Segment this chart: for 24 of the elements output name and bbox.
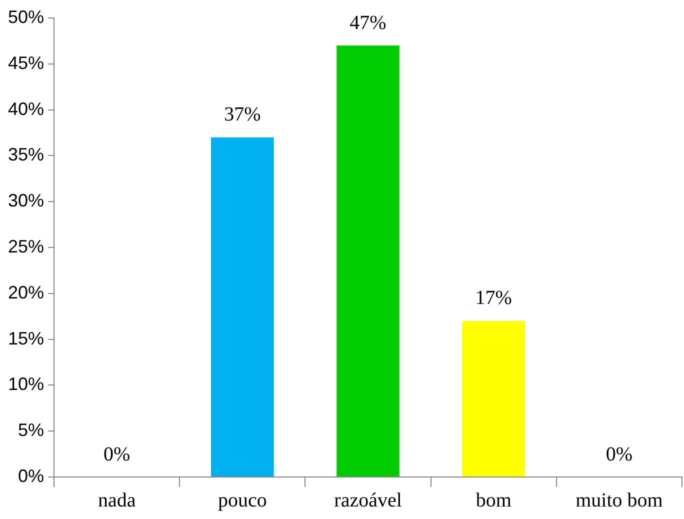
- x-tick-label: nada: [98, 489, 136, 512]
- y-tick-label: 30%: [8, 190, 44, 211]
- data-label: 0%: [606, 443, 633, 466]
- bar: [336, 46, 400, 476]
- y-tick-label: 45%: [8, 52, 44, 73]
- x-tick-label: muito bom: [576, 489, 664, 512]
- bar: [211, 137, 274, 476]
- y-tick-label: 50%: [8, 6, 44, 27]
- data-label: 0%: [103, 443, 130, 466]
- y-tick-label: 5%: [18, 420, 44, 440]
- x-tick-label: razoável: [334, 489, 402, 512]
- x-tick-label: bom: [476, 489, 512, 512]
- y-tick-label: 0%: [18, 466, 44, 486]
- y-tick-label: 15%: [8, 328, 44, 348]
- x-tick-label: pouco: [218, 489, 267, 512]
- data-label: 47%: [350, 12, 386, 34]
- y-tick-label: 20%: [8, 282, 44, 302]
- y-tick-label: 40%: [8, 98, 44, 119]
- y-tick-label: 35%: [8, 144, 44, 165]
- data-label: 17%: [475, 287, 512, 310]
- data-label: 37%: [224, 104, 261, 126]
- y-tick-label: 10%: [8, 374, 44, 394]
- y-tick-label: 25%: [8, 236, 44, 256]
- bar: [462, 320, 526, 476]
